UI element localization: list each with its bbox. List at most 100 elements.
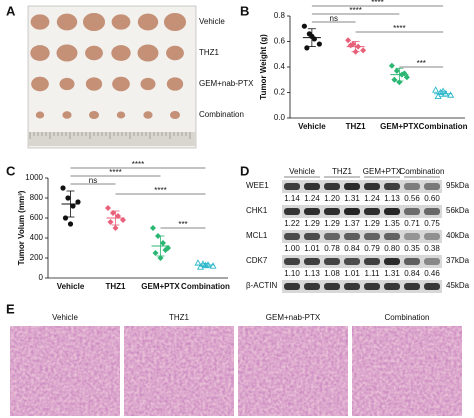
data-point [70,203,76,209]
band [424,233,440,240]
panel-letter: A [6,3,16,18]
band-quant: 1.20 [324,194,340,203]
band-quant: 1.10 [284,269,300,278]
y-tick-label: 0.6 [274,37,286,46]
band-quant: 0.71 [404,219,420,228]
kda-label: 95kDa [446,181,470,190]
image-label: GEM+nab-PTX [266,313,321,322]
band-quant: 1.01 [344,269,360,278]
blot-strip [282,255,442,268]
band [324,208,340,215]
band [384,208,400,215]
band [384,283,400,290]
x-tick-label: Vehicle [298,122,326,131]
tumor-texture [166,77,184,91]
band-quant: 0.46 [424,269,440,278]
band [364,258,380,265]
data-point [304,45,310,51]
lane-group-label: Vehicle [289,167,315,176]
lane-group-label: Combination [400,167,445,176]
tumor-texture [56,13,78,31]
band [344,208,360,215]
band [324,233,340,240]
significance-label: **** [371,0,383,7]
protein-label: MCL1 [246,231,268,240]
histology-texture [238,326,348,416]
significance-label: **** [154,186,166,195]
group-label: Combination [199,110,244,119]
group-label: Vehicle [199,17,225,26]
data-point [345,37,352,44]
band [364,283,380,290]
kda-label: 37kDa [446,256,470,265]
data-point [65,195,71,201]
tumor-texture [111,14,131,30]
tumor-texture [89,110,99,120]
data-point [62,215,69,221]
band-quant: 0.35 [404,244,420,253]
data-point [112,225,119,231]
histology-texture [124,326,234,416]
blot-strip [282,280,442,293]
band [424,208,440,215]
band [344,183,360,190]
band [344,233,360,240]
band-quant: 0.56 [404,194,420,203]
ruler [28,132,196,146]
band [384,183,400,190]
band [404,258,420,265]
band-quant: 1.29 [324,219,340,228]
band-quant: 0.80 [384,244,400,253]
band [284,258,300,265]
x-tick-label: GEM+PTX [141,282,180,291]
y-tick-label: 0.2 [274,88,286,97]
panel-letter: E [6,301,15,316]
band [304,183,320,190]
band-quant: 0.60 [424,194,440,203]
significance-label: ns [330,14,338,23]
data-point [360,47,367,54]
protein-label: WEE1 [246,181,269,190]
band-quant: 1.14 [284,194,300,203]
x-tick-label: Combination [419,122,468,131]
significance-label: *** [417,59,426,68]
tumor-texture [143,111,153,119]
y-axis-label: Tumor Volum (mm³) [17,190,26,265]
image-label: THZ1 [169,313,190,322]
data-point [110,210,116,216]
band-quant: 0.84 [344,244,360,253]
panel-letter: D [240,163,249,178]
tumor-texture [85,77,103,91]
band-quant: 1.29 [364,219,380,228]
band [424,258,440,265]
band [304,208,320,215]
band [384,258,400,265]
tumor-texture [85,45,103,61]
significance-label: **** [132,160,144,169]
y-tick-label: 400 [30,233,44,242]
tumor-texture [112,76,130,92]
data-point [67,221,74,227]
band [364,233,380,240]
band [384,233,400,240]
tumor-texture [62,111,72,119]
blot-strip [282,180,442,193]
panel-letter: B [240,3,249,18]
band-quant: 1.13 [384,194,400,203]
tumor-texture [137,44,159,62]
band [284,208,300,215]
data-point [301,23,307,29]
blot-strip [282,230,442,243]
tumor-texture [111,45,131,61]
tumor-texture [59,77,75,91]
protein-label: CHK1 [246,206,268,215]
data-point [316,41,322,47]
band [324,258,340,265]
data-point [150,225,156,231]
kda-label: 40kDa [446,231,470,240]
lane-group-label: GEM+PTX [363,167,402,176]
image-label: Vehicle [52,313,78,322]
band [284,283,300,290]
band [404,283,420,290]
data-point [393,67,400,74]
